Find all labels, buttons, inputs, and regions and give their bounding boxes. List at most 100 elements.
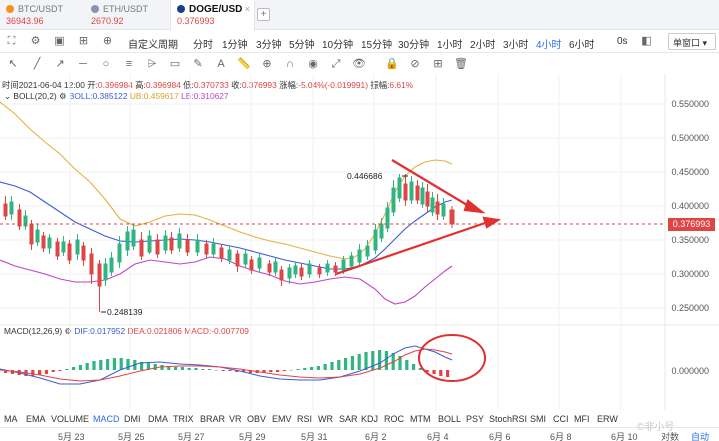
period-tab[interactable]: 3小时: [503, 40, 529, 51]
high-value: 0.396984: [145, 80, 181, 90]
indicator-tab[interactable]: StochRSI: [489, 414, 528, 424]
macd-bar: [112, 358, 116, 370]
period-tab[interactable]: 5分钟: [289, 40, 315, 51]
period-tab[interactable]: 6小时: [569, 40, 595, 51]
settings-icon[interactable]: ⚙: [58, 91, 67, 101]
cursor-icon[interactable]: ↖: [8, 58, 18, 70]
open-label: 开: [87, 80, 96, 90]
expand-icon[interactable]: ⊞: [433, 58, 443, 70]
indicator-tab[interactable]: WR: [318, 414, 333, 424]
indicator-tab[interactable]: DMI: [124, 414, 141, 424]
macd-bar: [330, 362, 334, 370]
log-scale-toggle[interactable]: 对数: [661, 432, 680, 441]
indicator-tab[interactable]: PSY: [466, 414, 485, 424]
tab-btc-usdt[interactable]: BTC/USDT 36943.96: [0, 0, 85, 30]
indicator-tab[interactable]: TRIX: [173, 414, 194, 424]
indicator-tab[interactable]: SMI: [530, 414, 547, 424]
custom-period-dropdown[interactable]: 自定义周期: [128, 40, 178, 51]
indicator-tab[interactable]: RSI: [297, 414, 313, 424]
indicator-tab[interactable]: EMA: [26, 414, 46, 424]
tab-price: 2670.92: [91, 16, 124, 26]
tab-doge-usd[interactable]: DOGE/USD 0.376993 ×: [170, 0, 255, 31]
ruler-icon[interactable]: 📏: [237, 58, 251, 70]
circle-tool-icon[interactable]: ○: [102, 58, 110, 70]
price-tick: 0.300000: [671, 269, 709, 279]
macd-bar: [446, 370, 450, 377]
refresh-interval[interactable]: 0s: [617, 36, 628, 47]
period-tab[interactable]: 15分钟: [361, 40, 393, 51]
indicator-tab[interactable]: SAR: [339, 414, 358, 424]
indicator-tab[interactable]: KDJ: [361, 414, 379, 424]
macd-bar: [126, 359, 130, 370]
trash-icon[interactable]: 🗑: [454, 58, 468, 70]
period-tab-active[interactable]: 4小时: [536, 40, 562, 51]
indicator-tab[interactable]: VR: [229, 414, 242, 424]
period-tab[interactable]: 30分钟: [398, 40, 430, 51]
ray-tool-icon[interactable]: ↗: [55, 58, 65, 70]
parallel-channel-icon[interactable]: ≡: [125, 58, 133, 70]
indicator-tab[interactable]: MFI: [574, 414, 590, 424]
fib-icon[interactable]: ⩥: [147, 58, 157, 70]
indicator-tab[interactable]: VOLUME: [51, 414, 90, 424]
period-tab[interactable]: 分时: [193, 40, 213, 51]
triangle-drawing[interactable]: [335, 159, 502, 276]
chart-toolbar: ⛶ ⚙ ▣ ⊞ ⊕ 自定义周期 分时 1分钟 3分钟 5分钟 10分钟 15分钟…: [0, 31, 719, 53]
collapse-icon[interactable]: ◧: [641, 35, 652, 47]
period-tab[interactable]: 2小时: [470, 40, 496, 51]
indicator-tab[interactable]: MTM: [410, 414, 431, 424]
auto-scale-toggle[interactable]: 自动: [691, 432, 710, 441]
collapse-indicator-icon[interactable]: ⌄: [4, 91, 12, 101]
indicator-tab[interactable]: DMA: [148, 414, 168, 424]
indicator-tab[interactable]: BOLL: [438, 414, 462, 424]
horizontal-line-icon[interactable]: ─: [79, 58, 87, 70]
period-tab[interactable]: 1分钟: [222, 40, 248, 51]
indicator-tab[interactable]: OBV: [247, 414, 267, 424]
indicator-tab[interactable]: ERW: [597, 414, 618, 424]
fit-icon[interactable]: ⤢: [331, 58, 341, 70]
macd-bar: [235, 370, 239, 372]
candlestick-chart[interactable]: [0, 74, 719, 410]
macd-bar: [58, 370, 62, 371]
add-tab-button[interactable]: +: [257, 8, 270, 21]
lock-icon[interactable]: 🔒: [385, 58, 399, 70]
eth-coin-icon: [91, 5, 99, 13]
tab-name: ETH/USDT: [103, 4, 148, 14]
tab-name: DOGE/USD: [189, 3, 243, 15]
unlock-icon[interactable]: ⊘: [410, 58, 420, 70]
boll-legend[interactable]: ⌄ BOLL(20,2) ⚙ BOLL:0.385122 UB:0.459617…: [4, 91, 229, 101]
settings-icon[interactable]: ⚙: [64, 326, 73, 336]
macd-circle-drawing[interactable]: [418, 334, 486, 382]
macd-bar: [371, 351, 375, 370]
tab-eth-usdt[interactable]: ETH/USDT 2670.92: [85, 0, 170, 30]
add-indicator-icon[interactable]: ⊕: [102, 35, 113, 47]
window-mode-dropdown[interactable]: 单窗口 ▾: [668, 33, 716, 50]
text-tool-icon[interactable]: A: [217, 58, 225, 70]
close-tab-icon[interactable]: ×: [244, 4, 250, 14]
macd-bar: [174, 367, 178, 370]
macd-legend[interactable]: MACD(12,26,9) ⚙ DIF:0.017952 DEA:0.02180…: [4, 326, 249, 336]
macd-bar: [418, 368, 422, 370]
boll-middle-band: [0, 181, 453, 270]
indicator-tab[interactable]: EMV: [272, 414, 292, 424]
fullscreen-icon[interactable]: ⛶: [7, 35, 16, 47]
period-tab[interactable]: 1小时: [437, 40, 463, 51]
zoom-in-icon[interactable]: ⊕: [262, 58, 272, 70]
indicator-tab[interactable]: ROC: [384, 414, 404, 424]
settings-icon[interactable]: ⚙: [30, 35, 41, 47]
eye-icon[interactable]: ◉: [308, 58, 318, 70]
macd-bar: [106, 359, 110, 370]
visible-icon[interactable]: 👁: [352, 58, 366, 70]
indicator-tab[interactable]: BRAR: [200, 414, 226, 424]
period-tab[interactable]: 10分钟: [322, 40, 354, 51]
screenshot-icon[interactable]: ▣: [54, 35, 65, 47]
pen-tool-icon[interactable]: ✎: [193, 58, 203, 70]
rectangle-tool-icon[interactable]: ▭: [169, 58, 181, 70]
indicator-tab[interactable]: MA: [4, 414, 18, 424]
indicator-icon[interactable]: ⊞: [78, 35, 89, 47]
indicator-tab[interactable]: CCI: [553, 414, 569, 424]
line-tool-icon[interactable]: ╱: [33, 58, 41, 70]
indicator-tab-active[interactable]: MACD: [93, 414, 120, 424]
period-tab[interactable]: 3分钟: [256, 40, 282, 51]
magnet-icon[interactable]: ∩: [286, 58, 294, 70]
macd-bar: [167, 366, 171, 370]
